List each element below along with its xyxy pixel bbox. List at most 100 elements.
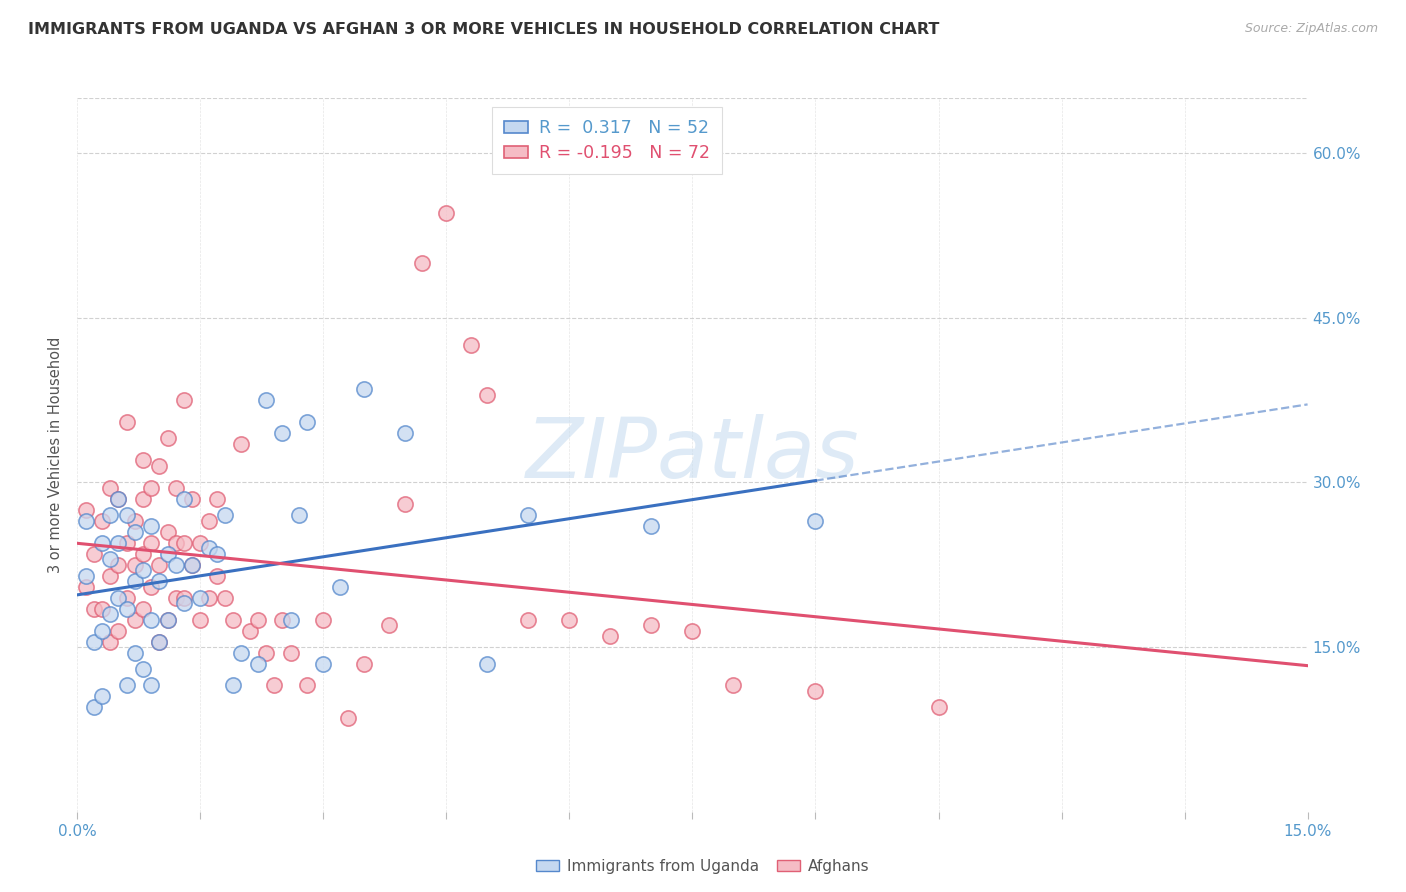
Point [115,415,138,429]
Point [246,657,269,671]
Point [173,491,195,506]
Point [107,535,129,549]
Point [436,206,458,220]
Point [460,338,482,352]
Point [239,624,262,638]
Point [107,491,129,506]
Point [271,425,294,440]
Point [312,657,335,671]
Point [156,613,179,627]
Point [280,646,302,660]
Point [205,547,228,561]
Point [928,700,950,714]
Point [148,558,170,572]
Point [107,491,129,506]
Point [115,535,138,549]
Point [83,700,105,714]
Point [353,382,375,396]
Point [156,547,179,561]
Point [205,568,228,582]
Text: IMMIGRANTS FROM UGANDA VS AFGHAN 3 OR MORE VEHICLES IN HOUSEHOLD CORRELATION CHA: IMMIGRANTS FROM UGANDA VS AFGHAN 3 OR MO… [28,22,939,37]
Point [141,678,163,692]
Point [75,568,97,582]
Point [181,558,204,572]
Point [214,591,236,605]
Point [254,392,277,407]
Point [394,497,416,511]
Point [188,613,212,627]
Point [682,624,704,638]
Point [295,415,318,429]
Point [90,535,114,549]
Point [132,662,155,676]
Point [288,508,311,523]
Point [599,629,621,643]
Point [107,591,129,605]
Point [107,624,129,638]
Point [148,634,170,648]
Point [280,613,302,627]
Point [141,535,163,549]
Point [173,596,195,610]
Point [98,552,121,566]
Point [188,535,212,549]
Point [107,558,129,572]
Point [723,678,745,692]
Point [132,601,155,615]
Text: Source: ZipAtlas.com: Source: ZipAtlas.com [1244,22,1378,36]
Point [477,657,499,671]
Point [124,524,146,539]
Point [640,618,662,632]
Point [132,563,155,577]
Legend: Immigrants from Uganda, Afghans: Immigrants from Uganda, Afghans [530,853,876,880]
Point [394,425,416,440]
Point [98,508,121,523]
Point [75,514,97,528]
Point [165,481,187,495]
Point [231,437,253,451]
Point [173,535,195,549]
Point [804,684,827,698]
Point [517,508,540,523]
Point [124,558,146,572]
Point [141,613,163,627]
Point [312,613,335,627]
Point [98,607,121,621]
Point [804,514,827,528]
Point [115,678,138,692]
Point [148,458,170,473]
Point [254,646,277,660]
Point [165,535,187,549]
Point [295,678,318,692]
Point [181,558,204,572]
Point [98,634,121,648]
Point [337,711,360,725]
Point [141,519,163,533]
Y-axis label: 3 or more Vehicles in Household: 3 or more Vehicles in Household [48,337,63,573]
Point [378,618,401,632]
Point [83,547,105,561]
Point [214,508,236,523]
Point [75,503,97,517]
Point [477,387,499,401]
Text: ZIPatlas: ZIPatlas [526,415,859,495]
Point [173,591,195,605]
Point [640,519,662,533]
Point [329,580,352,594]
Point [353,657,375,671]
Point [124,574,146,589]
Point [141,580,163,594]
Point [222,613,245,627]
Point [197,591,219,605]
Point [83,634,105,648]
Point [90,690,114,704]
Point [222,678,245,692]
Point [188,591,212,605]
Point [156,524,179,539]
Point [517,613,540,627]
Point [231,646,253,660]
Legend: R =  0.317   N = 52, R = -0.195   N = 72: R = 0.317 N = 52, R = -0.195 N = 72 [492,107,723,174]
Point [141,481,163,495]
Point [197,541,219,556]
Point [148,574,170,589]
